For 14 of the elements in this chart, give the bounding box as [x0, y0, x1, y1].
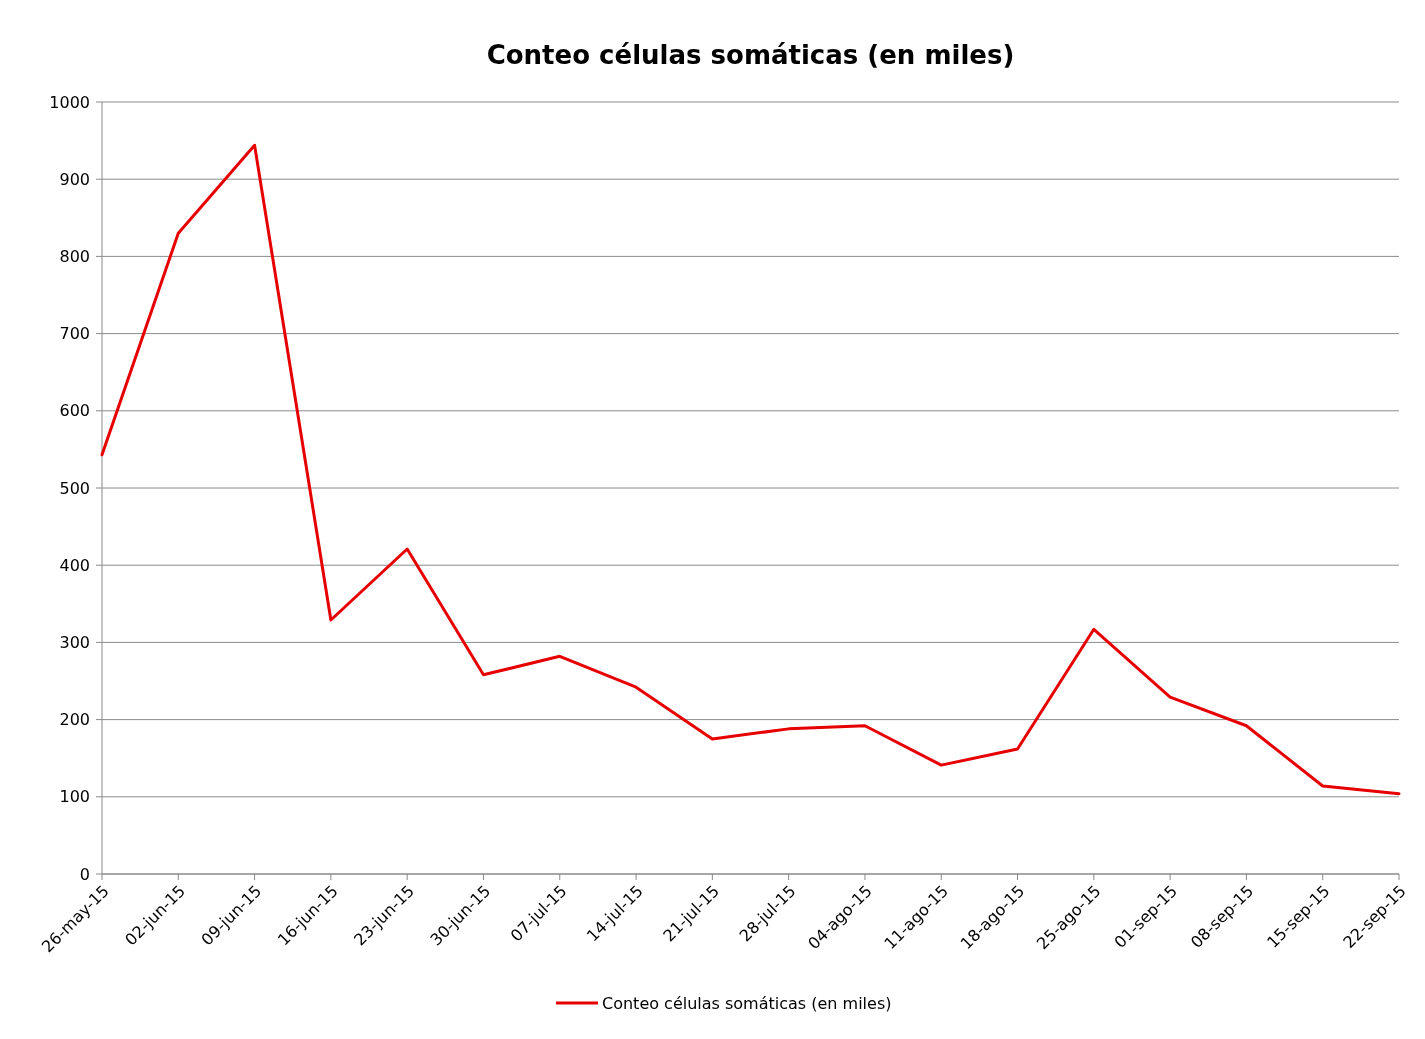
y-tick-label: 300 — [59, 633, 90, 652]
y-tick-label: 200 — [59, 710, 90, 730]
y-tick-label: 1000 — [49, 92, 90, 112]
y-tick-label: 900 — [59, 169, 90, 189]
y-tick-label: 700 — [59, 324, 90, 344]
y-tick-label: 100 — [59, 787, 90, 807]
legend-label: Conteo células somáticas (en miles) — [602, 993, 892, 1013]
line-series — [100, 143, 1401, 796]
y-tick-label: 600 — [59, 401, 90, 421]
y-tick-label: 400 — [59, 555, 90, 575]
y-tick-label: 800 — [59, 247, 90, 266]
y-tick-label: 500 — [59, 478, 90, 498]
chart-title: Conteo células somáticas (en miles) — [486, 40, 1015, 70]
y-tick-label: 0 — [79, 864, 90, 884]
